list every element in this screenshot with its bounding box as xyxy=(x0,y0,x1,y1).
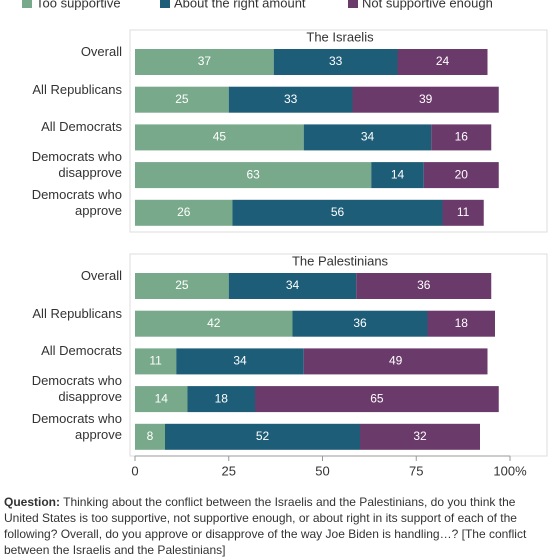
legend-label: Not supportive enough xyxy=(362,0,493,10)
data-label: 36 xyxy=(353,316,367,330)
data-label: 42 xyxy=(207,316,221,330)
footnote: Question: Thinking about the conflict be… xyxy=(4,494,546,558)
data-label: 16 xyxy=(455,130,469,144)
data-label: 18 xyxy=(215,391,229,405)
category-label: All Republicans xyxy=(32,81,122,97)
category-label: All Democrats xyxy=(41,119,122,135)
bar-segment xyxy=(228,86,353,113)
panel-frame xyxy=(129,29,548,233)
bar-segment xyxy=(135,423,165,450)
bar-segment xyxy=(165,423,360,450)
data-label: 11 xyxy=(149,354,162,368)
bar-segment xyxy=(135,386,188,413)
x-tick-label: 100% xyxy=(493,463,527,478)
data-label: 32 xyxy=(413,429,427,443)
bar-segment xyxy=(255,386,499,413)
data-label: 33 xyxy=(329,54,343,68)
data-label: 18 xyxy=(455,316,469,330)
x-tick-label: 75 xyxy=(409,463,423,478)
legend-label: Too supportive xyxy=(36,0,121,10)
bar-segment xyxy=(135,348,177,375)
panel-title: The Israelis xyxy=(306,29,374,44)
bar-segment xyxy=(360,423,480,450)
legend-label: About the right amount xyxy=(174,0,306,10)
bar-segment xyxy=(352,86,499,113)
category-label: Democrats who approve xyxy=(31,410,122,442)
legend-swatch xyxy=(160,0,170,8)
bar-segment xyxy=(371,162,424,189)
bar-segment xyxy=(135,199,233,226)
category-label: All Republicans xyxy=(32,305,122,321)
bar-segment xyxy=(135,49,274,75)
data-label: 14 xyxy=(155,391,169,405)
bar-segment xyxy=(431,124,492,151)
panel-title: The Palestinians xyxy=(292,253,389,268)
data-label: 39 xyxy=(419,92,433,106)
bar-segment xyxy=(176,348,304,375)
bar-segment xyxy=(292,310,428,337)
data-label: 63 xyxy=(246,167,260,181)
data-label: 26 xyxy=(177,205,191,219)
category-label: Overall xyxy=(80,268,122,283)
data-label: 33 xyxy=(284,92,298,106)
x-tick-label: 50 xyxy=(315,463,329,478)
legend-swatch xyxy=(348,0,358,8)
data-label: 11 xyxy=(457,205,470,219)
data-label: 34 xyxy=(286,278,300,292)
bar-segment xyxy=(273,49,398,75)
bar-segment xyxy=(303,124,432,151)
bar-segment xyxy=(232,199,443,226)
x-tick-label: 0 xyxy=(131,463,138,478)
data-label: 56 xyxy=(331,205,345,219)
bar-segment xyxy=(135,162,372,189)
legend-swatch xyxy=(22,0,32,8)
bar-segment xyxy=(135,124,304,151)
data-label: 45 xyxy=(213,130,227,144)
category-label: Democrats who approve xyxy=(31,186,122,218)
data-label: 14 xyxy=(391,167,405,181)
data-label: 49 xyxy=(389,354,403,368)
bar-segment xyxy=(303,348,488,375)
data-label: 8 xyxy=(147,429,154,443)
data-label: 25 xyxy=(175,92,189,106)
bar-segment xyxy=(397,49,488,75)
category-label: Democrats who disapprove xyxy=(31,149,122,181)
data-label: 20 xyxy=(455,167,469,181)
chart: Too supportive About the right amount Not … xyxy=(22,0,548,478)
footnote-label: Question: xyxy=(4,495,60,509)
bar-segment xyxy=(427,310,495,337)
data-label: 37 xyxy=(198,54,212,68)
bar-segment xyxy=(423,162,499,189)
data-label: 24 xyxy=(436,54,450,68)
data-label: 36 xyxy=(417,278,431,292)
category-label: All Democrats xyxy=(41,343,122,359)
data-label: 34 xyxy=(361,130,375,144)
bar-segment xyxy=(135,273,229,299)
category-label: Democrats who disapprove xyxy=(31,373,122,405)
bar-segment xyxy=(135,310,293,337)
bar-segment xyxy=(187,386,255,413)
bar-segment xyxy=(228,273,357,299)
x-tick-label: 25 xyxy=(222,463,236,478)
bar-segment xyxy=(356,273,492,299)
bar-segment xyxy=(442,199,484,226)
category-label: Overall xyxy=(80,44,122,59)
data-label: 25 xyxy=(175,278,189,292)
data-label: 65 xyxy=(370,391,384,405)
data-label: 52 xyxy=(256,429,270,443)
bar-segment xyxy=(135,86,229,113)
footnote-text: Thinking about the conflict between the … xyxy=(4,495,527,557)
data-label: 34 xyxy=(233,354,247,368)
